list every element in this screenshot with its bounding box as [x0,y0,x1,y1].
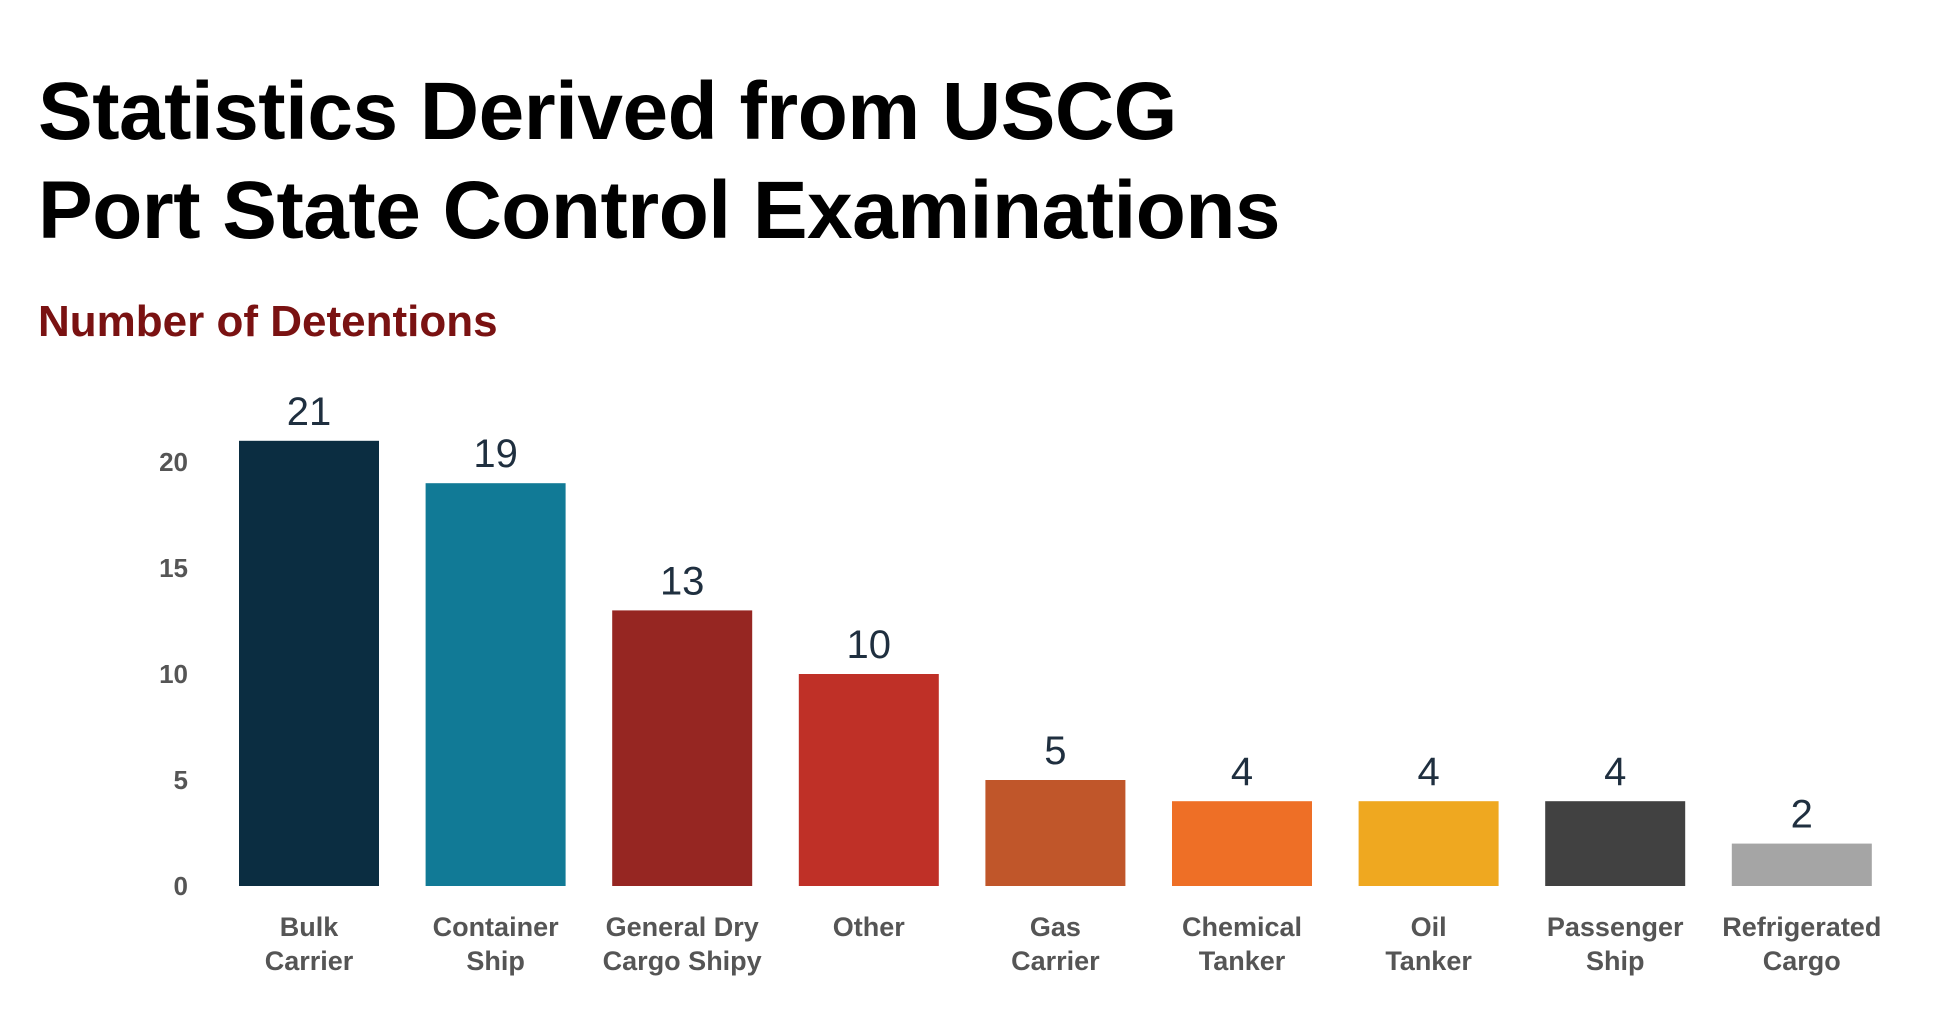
category-label: Cargo [1763,946,1841,976]
bar [239,440,379,886]
bar [1545,801,1686,886]
chart-title-line-1: Statistics Derived from USCG [38,66,1177,157]
y-tick-label: 10 [159,659,188,689]
y-tick-label: 15 [159,553,188,583]
bar [425,483,566,886]
category-label: Passenger [1547,912,1684,942]
bar-value-label: 4 [1417,750,1439,794]
category-label: Carrier [1011,946,1100,976]
category-label: Bulk [280,912,339,942]
category-label: Container [433,912,560,942]
y-tick-label: 0 [174,871,188,901]
category-label: Tanker [1385,946,1472,976]
bar-value-label: 4 [1231,750,1253,794]
category-label: Ship [466,946,525,976]
category-label: Ship [1586,946,1645,976]
category-label: Tanker [1199,946,1286,976]
y-tick-label: 20 [159,447,188,477]
bar-value-label: 10 [847,623,892,667]
value-labels-group: 21 19 13 10 5 4 4 4 2 [287,390,1813,837]
category-label: Chemical [1182,912,1302,942]
chart-title: Statistics Derived from USCG Port State … [38,62,1638,260]
bar [612,610,753,886]
bar-value-label: 19 [473,432,518,476]
category-label: Refrigerated [1722,912,1881,942]
bar [1731,843,1872,886]
bar-value-label: 21 [287,390,332,434]
bar [1358,801,1499,886]
category-label: Cargo Shipy [603,946,762,976]
bar-value-label: 4 [1604,750,1626,794]
category-label: Other [833,912,906,942]
chart-subtitle: Number of Detentions [38,297,498,346]
bars-group [239,440,1872,886]
bar-value-label: 5 [1044,729,1066,773]
category-label: General Dry [606,912,759,942]
category-label: Oil [1411,912,1447,942]
bar [798,674,939,886]
category-label: Carrier [265,946,354,976]
bar [1172,801,1312,886]
y-axis-ticks: 0 5 10 15 20 [159,447,188,901]
bar [985,780,1126,886]
bar-value-label: 2 [1791,793,1813,837]
category-labels-group: Bulk Carrier Container Ship General Dry Cargo… [265,912,1882,976]
y-tick-label: 5 [174,765,188,795]
bar-value-label: 13 [660,559,705,603]
category-label: Gas [1030,912,1081,942]
chart-title-line-2: Port State Control Examinations [38,165,1281,256]
